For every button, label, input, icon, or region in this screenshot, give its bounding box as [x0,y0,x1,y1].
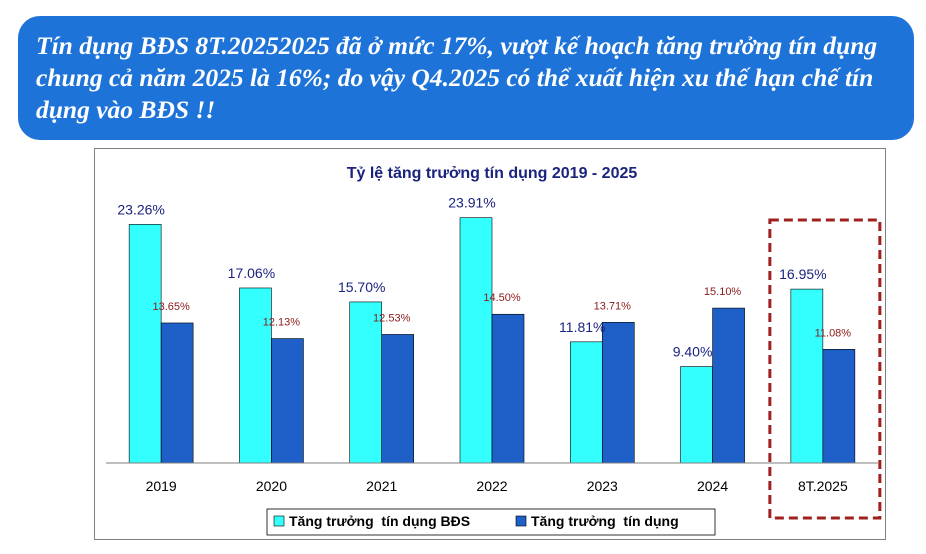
label-real-estate-2021: 15.70% [338,279,385,295]
x-tick-2021: 2021 [366,478,397,494]
label-total-2023: 13.71% [594,300,632,312]
label-total-2020: 12.13% [263,317,301,329]
highlight-box [768,218,882,520]
label-total-2021: 12.53% [373,312,411,324]
bar-total-2019 [160,322,194,464]
bar-real-estate-2022 [459,217,493,464]
bar-total-2023 [601,322,635,464]
bar-real-estate-2019 [128,224,162,464]
label-real-estate-2019: 23.26% [117,201,164,217]
label-total-8T.2025: 11.08% [815,327,852,339]
legend-swatch-0 [273,515,285,527]
bar-total-2021 [381,334,415,464]
legend-label-1: Tăng trưởng tín dụng [531,513,679,529]
label-real-estate-2024: 9.40% [673,344,713,360]
x-tick-2020: 2020 [256,478,287,494]
bar-total-8T.2025 [822,349,856,464]
bar-real-estate-2023 [569,341,603,464]
label-real-estate-8T.2025: 16.95% [779,266,826,282]
x-tick-2022: 2022 [476,478,507,494]
highlight-group [768,218,882,520]
label-total-2019: 13.65% [152,301,190,313]
headline-banner: Tín dụng BĐS 8T.20252025 đã ở mức 17%, v… [18,16,914,140]
bar-real-estate-2020 [239,287,272,464]
legend-box [266,508,716,536]
legend-swatch-1 [515,515,527,527]
headline-text: Tín dụng BĐS 8T.20252025 đã ở mức 17%, v… [36,31,878,124]
data-labels-group: 23.26% 13.65% 17.06% 12.13% 15.70% 12.53% 23.9… [117,195,851,360]
bars-group [128,217,856,464]
bar-total-2024 [712,307,745,464]
legend: Tăng trưởng tín dụng BĐS Tăng trưởng tín … [266,508,716,536]
bar-real-estate-8T.2025 [790,288,824,464]
label-real-estate-2020: 17.06% [228,265,275,281]
x-tick-2023: 2023 [587,478,618,494]
legend-label-0: Tăng trưởng tín dụng BĐS [289,513,470,529]
label-real-estate-2023: 11.81% [559,319,605,335]
x-tick-8T.2025: 8T.2025 [798,478,848,494]
bar-real-estate-2024 [680,366,713,464]
x-tick-2024: 2024 [697,478,728,494]
label-real-estate-2022: 23.91% [448,195,495,211]
chart-title: Tỷ lệ tăng trưởng tín dụng 2019 - 2025 [347,165,638,182]
bar-real-estate-2021 [349,301,383,464]
x-tick-2019: 2019 [146,478,177,494]
bar-total-2022 [491,313,525,464]
label-total-2022: 14.50% [483,292,521,304]
label-total-2024: 15.10% [704,286,742,298]
bar-total-2020 [271,338,304,464]
x-ticks-group: 2019 2020 2021 2022 2023 2024 8T.2025 [146,478,848,494]
